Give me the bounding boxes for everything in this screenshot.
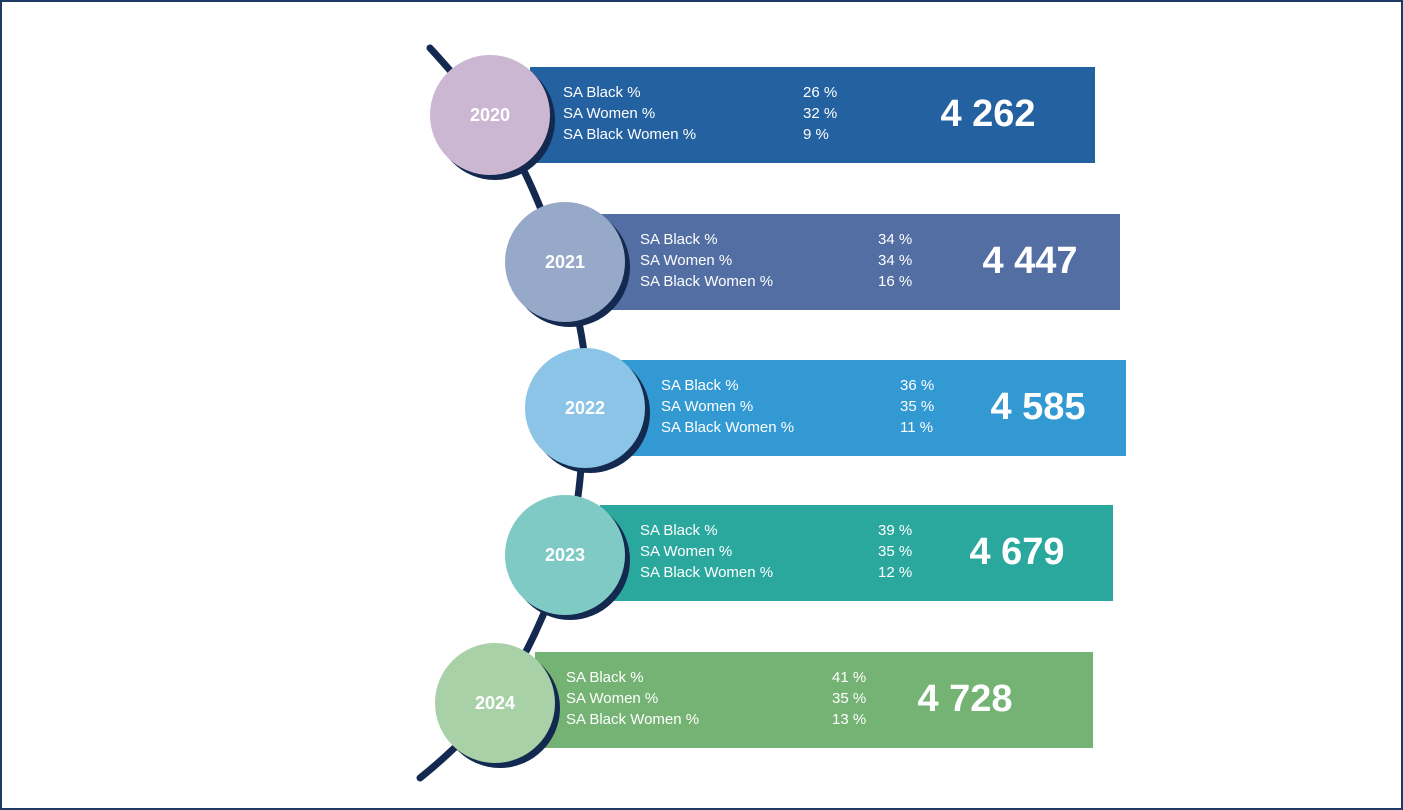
total: 4 262 [940,93,1035,135]
year: 2022 [565,398,605,418]
metric-value: 35 % [832,690,866,707]
metric-label: SA Black Women % [661,419,794,436]
year: 2021 [545,252,585,272]
bar [535,652,1093,748]
bar [530,67,1095,163]
metric-label: SA Black % [563,84,641,101]
total: 4 447 [982,240,1077,282]
metric-value: 12 % [878,564,912,581]
metric-label: SA Black Women % [640,564,773,581]
year-circle [435,643,555,763]
metric-label: SA Black Women % [563,126,696,143]
year-circle [505,495,625,615]
metric-value: 35 % [900,398,934,415]
total: 4 585 [990,386,1085,428]
metric-value: 34 % [878,231,912,248]
metric-value: 34 % [878,252,912,269]
year-circle [525,348,645,468]
metric-value: 26 % [803,84,837,101]
metric-label: SA Women % [563,105,655,122]
metric-value: 39 % [878,522,912,539]
metric-label: SA Black % [640,522,718,539]
bar [600,214,1120,310]
metric-value: 13 % [832,711,866,728]
metric-label: SA Black Women % [640,273,773,290]
metric-label: SA Black % [661,377,739,394]
year-circle [430,55,550,175]
year: 2023 [545,545,585,565]
metric-label: SA Black % [566,669,644,686]
metric-value: 35 % [878,543,912,560]
metric-value: 9 % [803,126,829,143]
metric-label: SA Black Women % [566,711,699,728]
total: 4 679 [969,531,1064,573]
metric-value: 41 % [832,669,866,686]
metric-value: 11 % [900,419,933,436]
bar [620,360,1126,456]
year: 2024 [475,693,515,713]
metric-value: 36 % [900,377,934,394]
metric-value: 32 % [803,105,837,122]
bar [600,505,1113,601]
metric-label: SA Women % [640,543,732,560]
metric-value: 16 % [878,273,912,290]
year-circle [505,202,625,322]
metric-label: SA Women % [640,252,732,269]
rows: 2020 SA Black % 26 % SA Women % 32 % SA Black… [430,55,1126,768]
year: 2020 [470,105,510,125]
total: 4 728 [917,678,1012,720]
metric-label: SA Women % [566,690,658,707]
metric-label: SA Women % [661,398,753,415]
metric-label: SA Black % [640,231,718,248]
